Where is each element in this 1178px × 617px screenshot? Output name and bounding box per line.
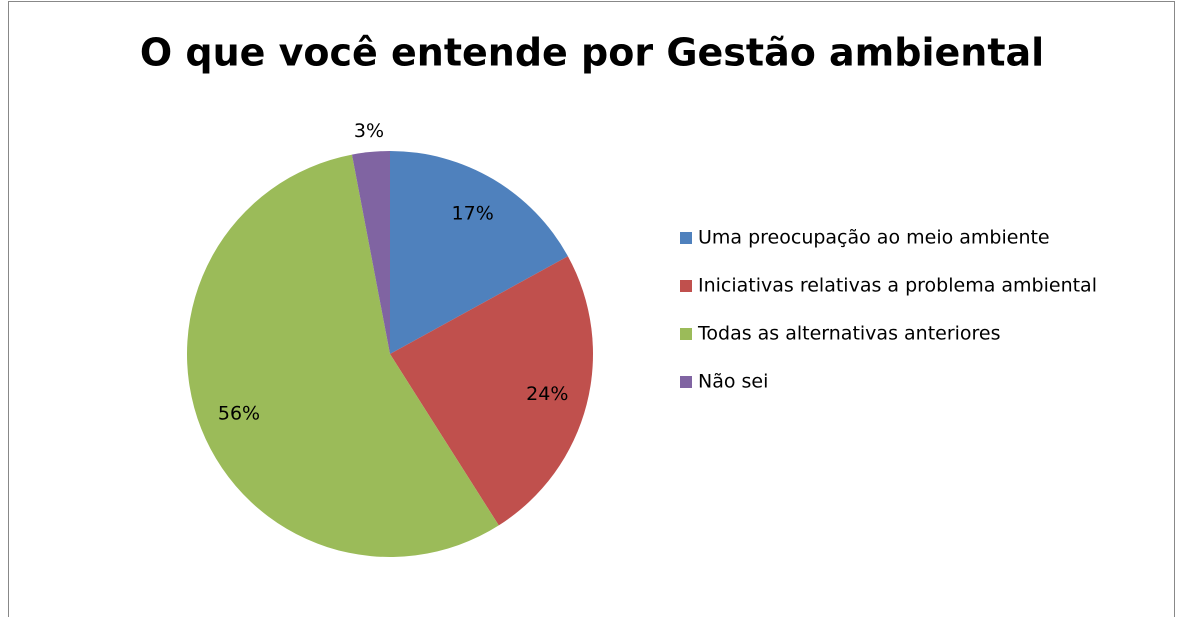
pie-slice	[186, 154, 499, 557]
pie-slice	[390, 151, 568, 354]
data-label: 24%	[526, 383, 568, 405]
chart-title: O que você entende por Gestão ambiental	[140, 31, 1044, 75]
data-label: 17%	[452, 203, 494, 225]
data-label: 56%	[218, 402, 260, 424]
legend-label: Iniciativas relativas a problema ambient…	[698, 275, 1097, 297]
legend-swatch	[680, 376, 692, 388]
pie-slice	[351, 151, 390, 354]
data-label: 3%	[354, 120, 384, 142]
legend-label: Todas as alternativas anteriores	[697, 323, 1001, 345]
pie-slice	[390, 256, 593, 526]
legend-label: Não sei	[698, 371, 768, 393]
legend-swatch	[680, 328, 692, 340]
legend-swatch	[680, 232, 692, 244]
legend-swatch	[680, 280, 692, 292]
chart-border	[8, 1, 1175, 617]
legend-label: Uma preocupação ao meio ambiente	[698, 227, 1050, 249]
